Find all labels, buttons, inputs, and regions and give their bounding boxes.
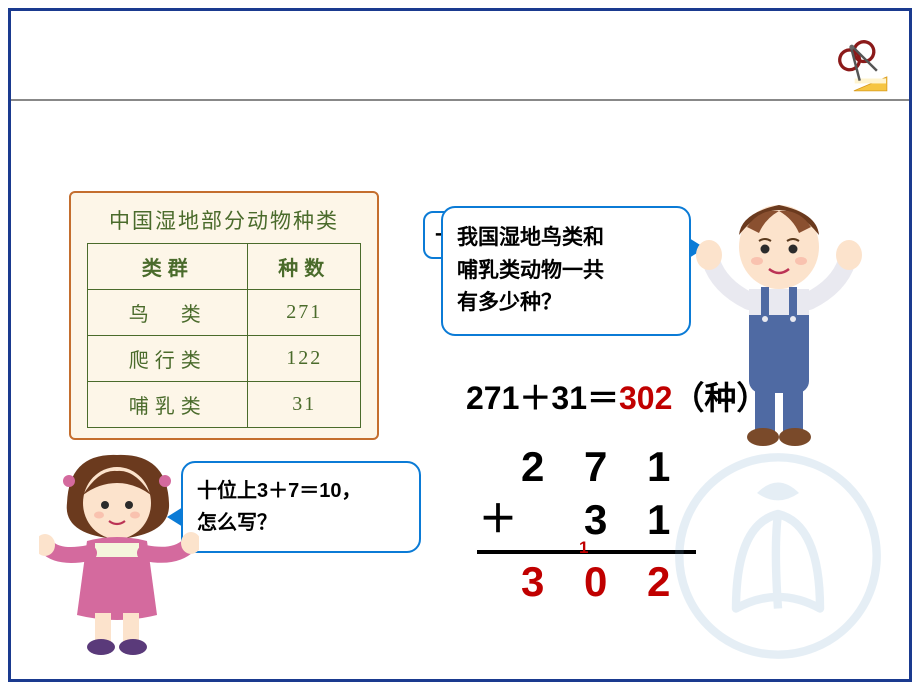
sum-result: 3 0 2 [521,556,684,609]
plus-sign: ＋ [479,497,517,545]
slide-frame: 中国湿地部分动物种类 类群 种数 鸟 类 271 爬行类 122 哺乳类 31 … [8,8,912,682]
equation-unit: （种） [672,380,768,416]
speech-bubble-boy: 我国湿地鸟类和 哺乳类动物一共 有多少种？ [441,206,691,336]
bubble-line: 十位上3＋7＝10， [197,475,405,507]
table-title: 中国湿地部分动物种类 [87,205,361,235]
stationery-icon [825,29,891,95]
equation-lhs: 271＋31＝ [466,380,619,416]
animal-table-card: 中国湿地部分动物种类 类群 种数 鸟 类 271 爬行类 122 哺乳类 31 [69,191,379,440]
speech-bubble-girl: 十位上3＋7＝10， 怎么写？ [181,461,421,553]
col-category: 类群 [88,244,248,290]
vertical-addition: ＋ 2 7 1 3 1 1 3 0 2 [521,441,684,609]
table-header-row: 类群 种数 [88,244,361,290]
table-row: 鸟 类 271 [88,290,361,336]
girl-illustration [39,447,199,657]
bubble-line: 我国湿地鸟类和 [457,222,675,255]
col-count: 种数 [248,244,361,290]
table-row: 爬行类 122 [88,336,361,382]
carry-digit: 1 [579,537,588,558]
watermark-logo-icon [673,451,883,661]
addend-2: 3 1 [521,494,684,547]
divider-line [11,99,909,101]
equation-line: 271＋31＝302（种） [466,373,768,419]
bubble-line: 怎么写？ [197,507,405,539]
bubble-line: 哺乳类动物一共 [457,255,675,288]
table-row: 哺乳类 31 [88,382,361,428]
animal-table: 类群 种数 鸟 类 271 爬行类 122 哺乳类 31 [87,243,361,428]
equation-result: 302 [619,380,672,416]
addend-1: 2 7 1 [521,441,684,494]
bubble-line: 有多少种？ [457,287,675,320]
